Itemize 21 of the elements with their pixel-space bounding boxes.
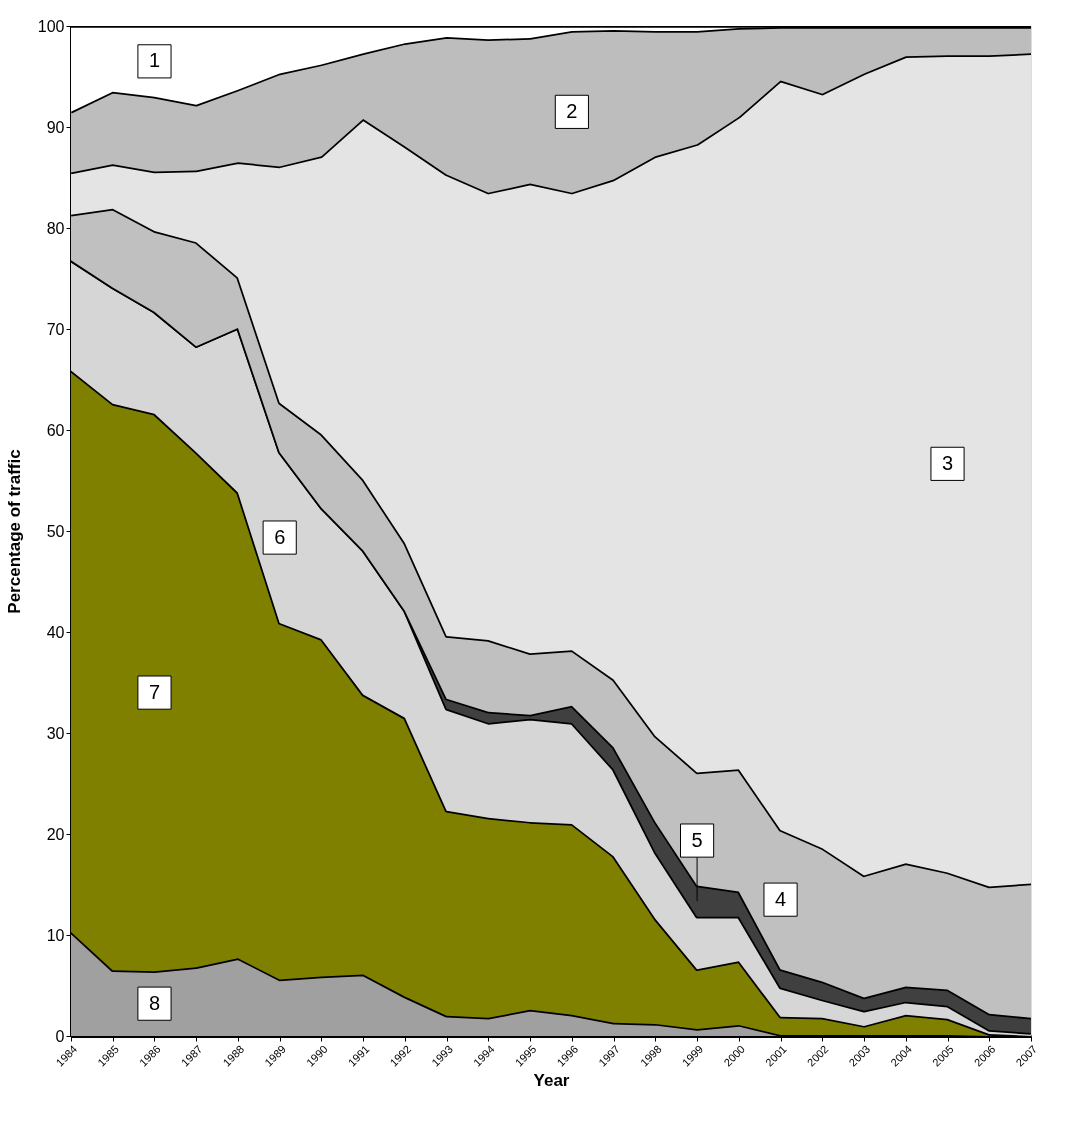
y-tick-label: 40 xyxy=(46,623,65,641)
series-label: 4 xyxy=(775,887,787,910)
y-tick-label: 70 xyxy=(46,320,65,338)
y-tick-label: 10 xyxy=(46,926,65,944)
y-tick-label: 50 xyxy=(46,522,65,540)
series-label: 7 xyxy=(148,680,161,703)
y-tick-label: 80 xyxy=(46,219,65,237)
x-axis-title: Year xyxy=(533,1070,570,1090)
y-tick-label: 100 xyxy=(37,17,65,35)
y-tick-label: 30 xyxy=(46,724,65,742)
y-tick-label: 90 xyxy=(46,118,65,136)
y-tick-label: 20 xyxy=(46,825,65,843)
series-label: 1 xyxy=(148,49,161,72)
y-tick-label: 0 xyxy=(55,1027,65,1045)
series-label: 3 xyxy=(941,451,954,474)
series-label: 5 xyxy=(691,828,703,851)
series-label: 6 xyxy=(274,525,286,548)
series-label: 8 xyxy=(148,991,161,1014)
series-label: 2 xyxy=(566,99,578,122)
y-axis-title: Percentage of traffic xyxy=(4,449,24,614)
y-tick-label: 60 xyxy=(46,421,65,439)
